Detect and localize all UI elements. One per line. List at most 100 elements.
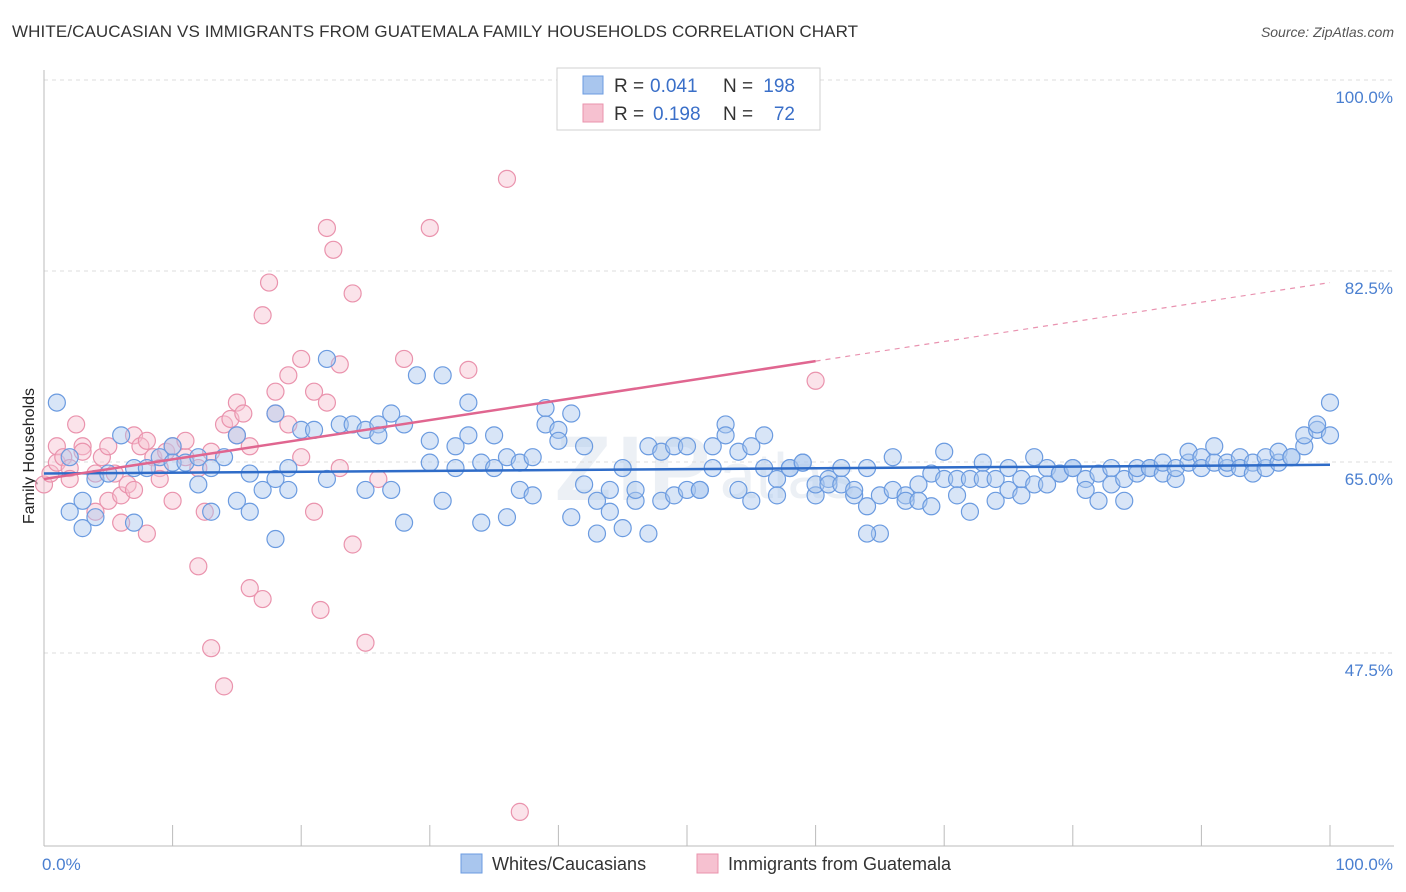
white-point-152 (1127, 458, 1147, 478)
guatemala-point-35 (202, 639, 221, 658)
guatemala-point-70 (510, 802, 529, 821)
bottom-legend-swatch-guatemala (696, 853, 719, 874)
chart-title: WHITE/CAUCASIAN VS IMMIGRANTS FROM GUATE… (12, 22, 859, 41)
white-point-104 (819, 475, 838, 494)
guatemala-point-54 (304, 382, 324, 401)
white-point-26 (266, 404, 285, 423)
white-point-65 (575, 437, 594, 456)
white-point-130 (986, 469, 1005, 489)
guatemala-point-8 (73, 437, 92, 456)
guatemala-point-16 (112, 513, 131, 532)
white-point-70 (600, 480, 619, 500)
series-white-points (47, 349, 1340, 549)
x-tick-label-left: 0.0% (42, 855, 81, 874)
white-point-28 (279, 458, 298, 478)
guatemala-point-63 (343, 535, 362, 554)
guatemala-point-59 (324, 240, 343, 259)
white-point-100 (793, 453, 812, 472)
white-point-69 (600, 502, 619, 521)
white-point-88 (716, 426, 735, 445)
guatemala-point-23 (137, 431, 156, 450)
legend-r-label-guatemala: R = (614, 104, 644, 125)
white-point-144 (1076, 480, 1095, 500)
guatemala-point-62 (343, 284, 362, 303)
white-point-5 (86, 508, 105, 527)
guatemala-trend-line (43, 359, 816, 481)
white-point-165 (1218, 458, 1237, 478)
white-point-22 (240, 464, 259, 483)
legend-r-value-white: 0.041 (650, 76, 698, 97)
white-point-41 (407, 366, 427, 385)
white-point-64 (562, 508, 581, 527)
white-point-48 (459, 426, 478, 445)
white-point-2 (60, 448, 79, 467)
white-point-107 (845, 486, 864, 505)
white-point-31 (317, 469, 337, 489)
white-point-147 (1102, 458, 1121, 478)
white-point-61 (549, 420, 568, 439)
white-point-91 (742, 437, 761, 456)
white-point-184 (382, 480, 401, 500)
white-point-3 (73, 491, 92, 510)
white-point-21 (227, 426, 246, 445)
white-point-38 (382, 404, 401, 423)
guatemala-point-71 (806, 371, 825, 390)
guatemala-point-40 (227, 393, 246, 412)
series-guatemala-points (34, 169, 825, 821)
white-point-182 (1320, 393, 1340, 412)
white-point-180 (1308, 415, 1327, 434)
white-point-96 (767, 486, 787, 505)
white-point-16 (189, 475, 208, 494)
guatemala-point-12 (92, 448, 111, 467)
white-point-81 (677, 437, 697, 456)
y-axis-label: Family Households (21, 388, 38, 524)
y-tick-labels: 100.0% 82.5% 65.0% 47.5% (1335, 88, 1393, 680)
white-point-128 (973, 453, 992, 472)
white-point-25 (266, 469, 285, 489)
guatemala-point-45 (253, 589, 272, 609)
white-point-181 (1320, 426, 1340, 445)
white-point-24 (253, 480, 272, 500)
white-point-109 (857, 497, 877, 516)
guatemala-point-42 (234, 404, 253, 423)
white-point-120 (922, 497, 941, 516)
white-point-185 (227, 491, 246, 510)
guatemala-point-55 (304, 502, 324, 521)
white-point-1 (60, 502, 79, 521)
white-point-45 (433, 366, 452, 385)
white-point-142 (1063, 458, 1082, 478)
white-point-57 (523, 448, 542, 467)
guatemala-point-20 (124, 480, 144, 500)
y-tick-label-3: 47.5% (1345, 661, 1393, 680)
white-point-52 (485, 426, 504, 445)
white-point-146 (1089, 491, 1108, 510)
y-tick-label-0: 100.0% (1335, 88, 1393, 107)
white-point-62 (549, 431, 568, 450)
guatemala-point-0 (34, 475, 54, 494)
white-trend-line (43, 463, 1331, 475)
white-point-13 (163, 437, 182, 456)
white-point-19 (202, 502, 221, 521)
white-point-51 (485, 458, 504, 478)
white-point-4 (73, 519, 92, 538)
white-point-84 (690, 480, 709, 500)
guatemala-point-28 (163, 491, 182, 510)
white-point-67 (587, 491, 607, 510)
guatemala-point-4 (54, 448, 73, 467)
legend-swatch-guatemala (582, 103, 604, 123)
guatemala-point-58 (317, 218, 337, 238)
white-point-74 (626, 480, 645, 500)
guatemala-trend-line-extension (815, 281, 1331, 362)
guatemala-point-37 (214, 677, 234, 696)
guatemala-point-32 (189, 557, 208, 576)
guatemala-point-69 (497, 169, 517, 188)
white-point-122 (935, 442, 954, 461)
bottom-legend-label-white: Whites/Caucasians (492, 854, 646, 874)
white-point-72 (613, 519, 632, 538)
white-point-73 (626, 491, 645, 510)
guatemala-point-66 (394, 349, 414, 369)
white-point-54 (497, 508, 517, 527)
white-point-66 (575, 475, 594, 494)
white-point-95 (767, 469, 787, 489)
guatemala-point-47 (259, 273, 279, 292)
